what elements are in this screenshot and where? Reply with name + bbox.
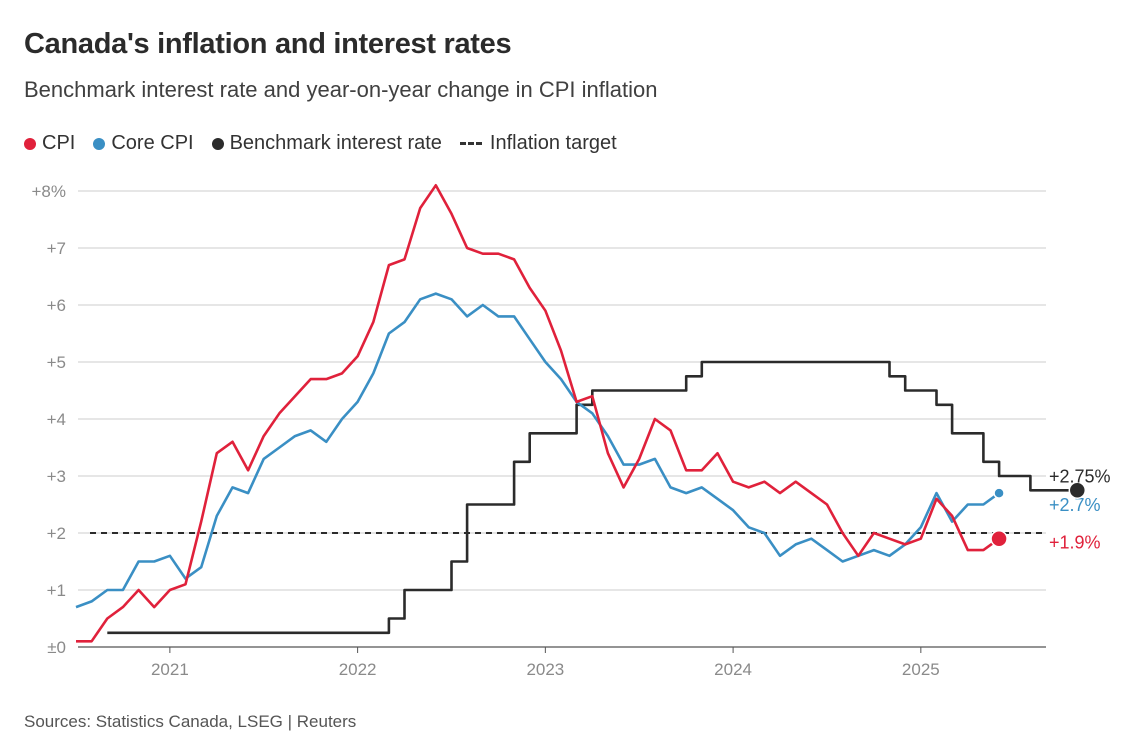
y-tick-label: +1 [47, 581, 66, 600]
series-line-core [75, 292, 1000, 609]
source-note: Sources: Statistics Canada, LSEG | Reute… [24, 712, 357, 731]
y-tick-label: ±0 [47, 638, 66, 657]
dashed-line-icon [459, 142, 482, 145]
end-label-rate: +2.75% [1049, 466, 1111, 486]
y-tick-label: +2 [47, 524, 66, 543]
legend-label-rate: Benchmark interest rate [229, 132, 442, 154]
y-tick-label: +4 [47, 410, 66, 429]
x-tick-label: 2021 [151, 660, 189, 679]
x-tick-label: 2025 [902, 660, 940, 679]
y-tick-label: +6 [47, 296, 66, 315]
chart-title: Canada's inflation and interest rates [24, 28, 512, 60]
end-point-rate [1068, 481, 1087, 499]
rate-dot-icon [211, 137, 224, 150]
legend-item-rate: Benchmark interest rate [211, 132, 442, 155]
line-chart: ±0 +1 +2 +3 +4 +5 +6 +7 +8% 2021 2022 2023 2024 2025 +… [32, 182, 1111, 679]
end-label-core: +2.7% [1049, 495, 1101, 515]
legend-item-cpi: CPI [24, 132, 75, 155]
legend-label-core-cpi: Core CPI [111, 132, 194, 154]
y-tick-label: +7 [47, 239, 66, 258]
y-tick-label: +3 [47, 467, 66, 486]
end-point-cpi [990, 529, 1008, 548]
legend: CPI Core CPI Benchmark interest rate Inf… [24, 132, 635, 155]
x-tick-label: 2023 [526, 660, 564, 679]
series-line-cpi [76, 184, 1000, 643]
x-tick-label: 2022 [339, 660, 377, 679]
end-point-core [993, 487, 1005, 499]
legend-label-cpi: CPI [42, 132, 76, 154]
legend-item-core-cpi: Core CPI [93, 132, 194, 155]
legend-label-target: Inflation target [489, 132, 617, 154]
y-tick-label: +8% [32, 182, 67, 201]
cpi-dot-icon [24, 137, 36, 150]
legend-item-target: Inflation target [459, 132, 617, 155]
core-cpi-dot-icon [93, 137, 106, 150]
chart-subtitle: Benchmark interest rate and year-on-year… [24, 77, 658, 102]
series-line-rate [107, 360, 1078, 635]
x-tick-label: 2024 [714, 660, 752, 679]
y-tick-label: +5 [47, 353, 66, 372]
end-label-cpi: +1.9% [1049, 533, 1101, 553]
